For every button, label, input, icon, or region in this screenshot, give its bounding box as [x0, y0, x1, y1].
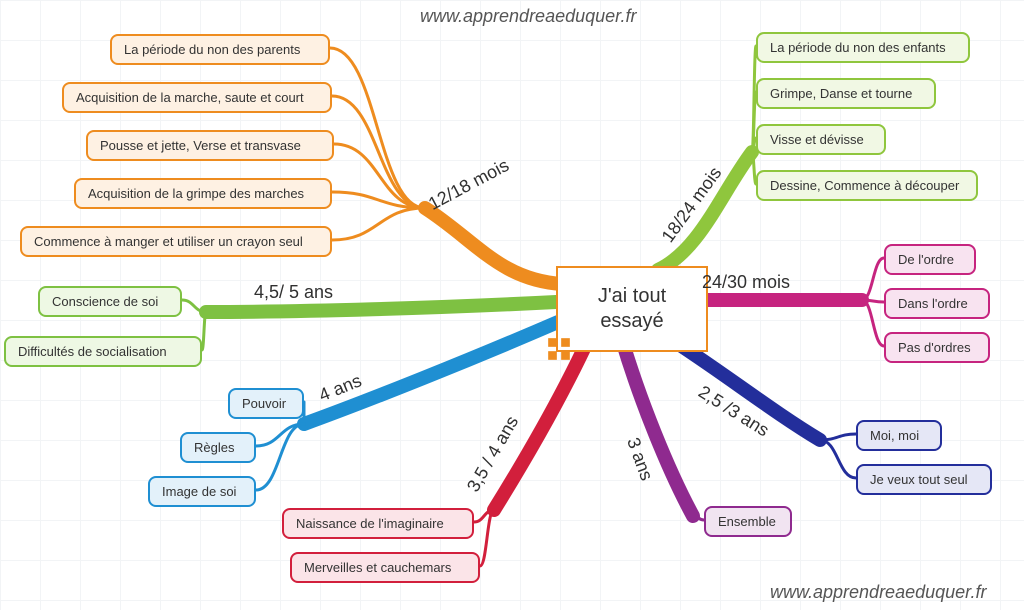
- leaf-b8-0: Conscience de soi: [38, 286, 182, 317]
- leaf-b4-0: Moi, moi: [856, 420, 942, 451]
- leaf-b8-1: Difficultés de socialisation: [4, 336, 202, 367]
- center-icon: [546, 336, 572, 362]
- leaf-b3-1: Dans l'ordre: [884, 288, 990, 319]
- leaf-b6-1: Merveilles et cauchemars: [290, 552, 480, 583]
- leaf-b1-0: La période du non des parents: [110, 34, 330, 65]
- leaf-b7-2: Image de soi: [148, 476, 256, 507]
- center-node: J'ai toutessayé: [556, 266, 708, 352]
- leaf-b2-0: La période du non des enfants: [756, 32, 970, 63]
- leaf-b1-3: Acquisition de la grimpe des marches: [74, 178, 332, 209]
- leaf-b4-1: Je veux tout seul: [856, 464, 992, 495]
- leaf-b5-0: Ensemble: [704, 506, 792, 537]
- watermark-bottom: www.apprendreaeduquer.fr: [770, 582, 986, 603]
- center-label: J'ai toutessayé: [598, 285, 666, 332]
- leaf-b7-0: Pouvoir: [228, 388, 304, 419]
- leaf-b2-3: Dessine, Commence à découper: [756, 170, 978, 201]
- branch-label-b8: 4,5/ 5 ans: [254, 282, 333, 303]
- leaf-b7-1: Règles: [180, 432, 256, 463]
- leaf-b1-1: Acquisition de la marche, saute et court: [62, 82, 332, 113]
- watermark-top: www.apprendreaeduquer.fr: [420, 6, 636, 27]
- leaf-b2-2: Visse et dévisse: [756, 124, 886, 155]
- leaf-b3-0: De l'ordre: [884, 244, 976, 275]
- leaf-b1-2: Pousse et jette, Verse et transvase: [86, 130, 334, 161]
- leaf-b2-1: Grimpe, Danse et tourne: [756, 78, 936, 109]
- branch-label-b3: 24/30 mois: [702, 272, 790, 293]
- leaf-b1-4: Commence à manger et utiliser un crayon …: [20, 226, 332, 257]
- leaf-b3-2: Pas d'ordres: [884, 332, 990, 363]
- leaf-b6-0: Naissance de l'imaginaire: [282, 508, 474, 539]
